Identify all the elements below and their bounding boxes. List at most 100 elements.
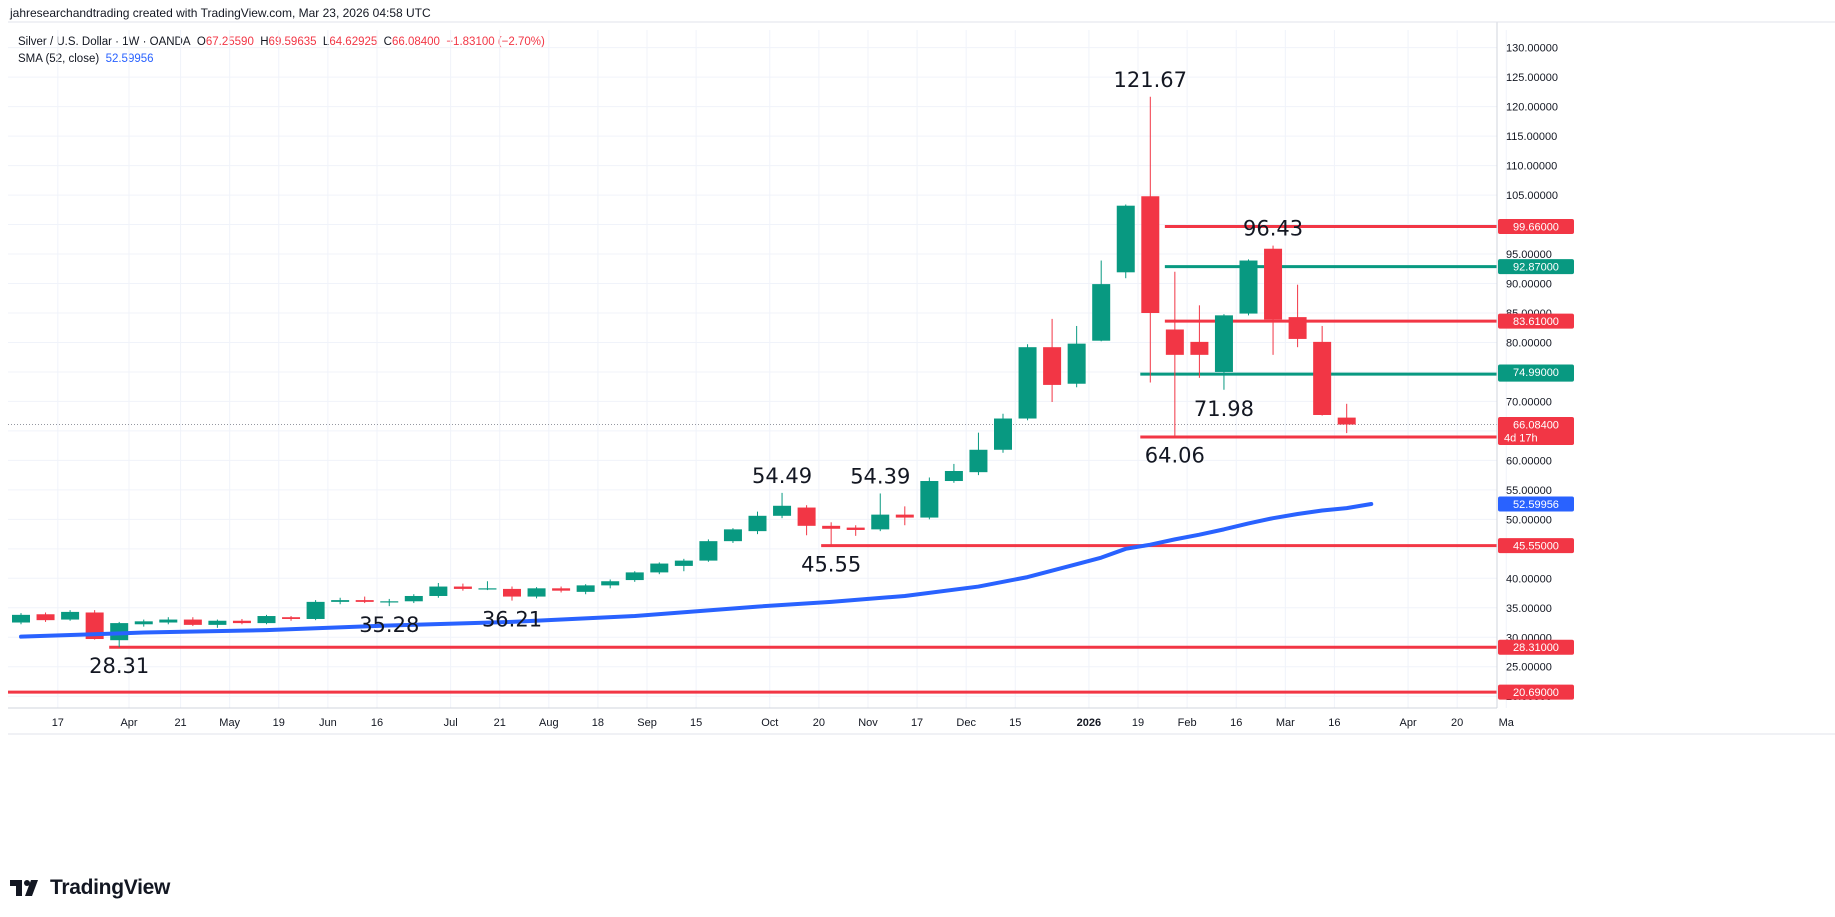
candle-body <box>846 527 865 530</box>
candle-body <box>257 616 276 624</box>
candle-body <box>944 470 963 482</box>
candle-body <box>208 620 227 625</box>
price-annotation: 54.49 <box>752 464 812 488</box>
bar-countdown: 4d 17h <box>1504 433 1538 445</box>
x-tick-label: 17 <box>911 717 923 729</box>
legend-sma-value: 52.59956 <box>105 53 154 65</box>
x-tick-label: Aug <box>539 717 559 729</box>
legend-change: −1.83100 (−2.70%) <box>446 36 545 48</box>
level-price-tag-bg <box>1498 259 1574 275</box>
price-annotation: 96.43 <box>1243 217 1303 241</box>
candles <box>12 96 1356 648</box>
price-annotation: 36.21 <box>482 608 542 632</box>
price-annotation: 45.55 <box>801 553 861 577</box>
candle-body <box>1190 341 1209 355</box>
x-tick-label: May <box>219 717 240 729</box>
candle-body <box>797 507 816 526</box>
annotations: 121.67 96.43 71.98 64.06 54.49 54.39 45.55 35.2… <box>89 68 1303 678</box>
x-tick-label: 21 <box>494 717 506 729</box>
y-tick-label: 80.00000 <box>1506 337 1552 349</box>
price-annotation: 71.98 <box>1194 397 1254 421</box>
candle-body <box>355 600 374 602</box>
candle-body <box>282 617 301 619</box>
y-tick-label: 115.00000 <box>1506 131 1557 143</box>
level-price-tag: 92.87000 <box>1513 262 1559 274</box>
candle-body <box>1092 284 1111 341</box>
x-tick-label: Feb <box>1178 717 1197 729</box>
legend-high-label: H <box>260 36 269 48</box>
candle-body <box>1141 196 1160 313</box>
legend-symbol[interactable]: Silver / U.S. Dollar · 1W · OANDA <box>18 36 191 48</box>
candle-body <box>1313 341 1332 415</box>
price-tag: 52.59956 <box>1513 499 1559 511</box>
candle-body <box>674 560 693 566</box>
level-price-tag-bg <box>1498 684 1574 700</box>
y-tick-label: 125.00000 <box>1506 72 1558 84</box>
candle-body <box>920 481 939 518</box>
candle-body <box>159 619 178 623</box>
candle-body <box>601 581 620 586</box>
y-tick-label: 70.00000 <box>1506 396 1552 408</box>
legend-sma-row: SMA (52, close) 52.59956 <box>18 51 545 68</box>
axes: 130.00000 125.00000 120.00000 115.00000 110.… <box>8 21 1835 735</box>
candle-body <box>871 514 890 530</box>
x-tick-label: Apr <box>120 717 137 729</box>
last-price-tag-bg <box>1498 417 1574 446</box>
grid <box>8 30 1507 708</box>
y-tick-label: 25.00000 <box>1506 662 1552 674</box>
candle-body <box>723 529 742 542</box>
price-tag-bg <box>1498 364 1574 380</box>
x-tick-label: 19 <box>1132 717 1144 729</box>
candle-body <box>1165 329 1184 355</box>
level-price-tag: 28.31000 <box>1513 642 1559 654</box>
candle-body <box>331 600 350 602</box>
x-tick-label: 20 <box>1451 717 1463 729</box>
sma-series <box>19 502 1374 639</box>
level-price-tag-bg <box>1498 639 1574 655</box>
y-tick-label: 60.00000 <box>1506 455 1552 467</box>
candle-body <box>773 505 792 516</box>
tradingview-logo[interactable]: TradingView <box>10 876 170 900</box>
candle-body <box>1018 347 1037 419</box>
candle-body <box>1337 417 1356 425</box>
legend-sma-label[interactable]: SMA (52, close) <box>18 53 100 65</box>
price-annotation: 35.28 <box>359 613 419 637</box>
x-tick-label: 16 <box>1328 717 1340 729</box>
candle-body <box>1067 343 1086 384</box>
level-price-tag: 45.55000 <box>1513 541 1559 553</box>
x-tick-label: Oct <box>761 717 778 729</box>
x-tick-label: 15 <box>1009 717 1021 729</box>
y-tick-label: 50.00000 <box>1506 514 1552 526</box>
candle-body <box>61 611 80 620</box>
candle-body <box>134 621 153 625</box>
y-tick-label: 95.00000 <box>1506 249 1552 261</box>
tradingview-logo-icon <box>10 880 38 896</box>
candle-body <box>453 586 472 589</box>
candle-body <box>576 585 595 592</box>
chart-legend: Silver / U.S. Dollar · 1W · OANDA O67.25… <box>18 34 545 68</box>
level-price-tag: 83.61000 <box>1513 316 1559 328</box>
candle-body <box>625 572 644 581</box>
candle-body <box>552 588 571 591</box>
candle-body <box>1043 347 1062 385</box>
candle-body <box>306 601 325 619</box>
x-tick-label: 20 <box>813 717 825 729</box>
candle-body <box>1264 248 1283 320</box>
candle-body <box>1116 205 1135 273</box>
x-tick-label: 19 <box>273 717 285 729</box>
legend-low: 64.62925 <box>329 36 378 48</box>
y-tick-label: 120.00000 <box>1506 102 1558 114</box>
candle-body <box>36 614 55 621</box>
legend-close: 66.08400 <box>391 36 440 48</box>
x-tick-label: Jul <box>444 717 458 729</box>
level-price-tag-bg <box>1498 313 1574 329</box>
tradingview-logo-text: TradingView <box>50 876 171 899</box>
candle-body <box>1214 315 1233 372</box>
candle-body <box>183 619 202 625</box>
x-tick-label: 15 <box>690 717 702 729</box>
y-tick-label: 105.00000 <box>1506 190 1558 202</box>
y-tick-label: 90.00000 <box>1506 279 1552 291</box>
candle-body <box>478 588 497 590</box>
y-tick-label: 40.00000 <box>1506 573 1552 585</box>
